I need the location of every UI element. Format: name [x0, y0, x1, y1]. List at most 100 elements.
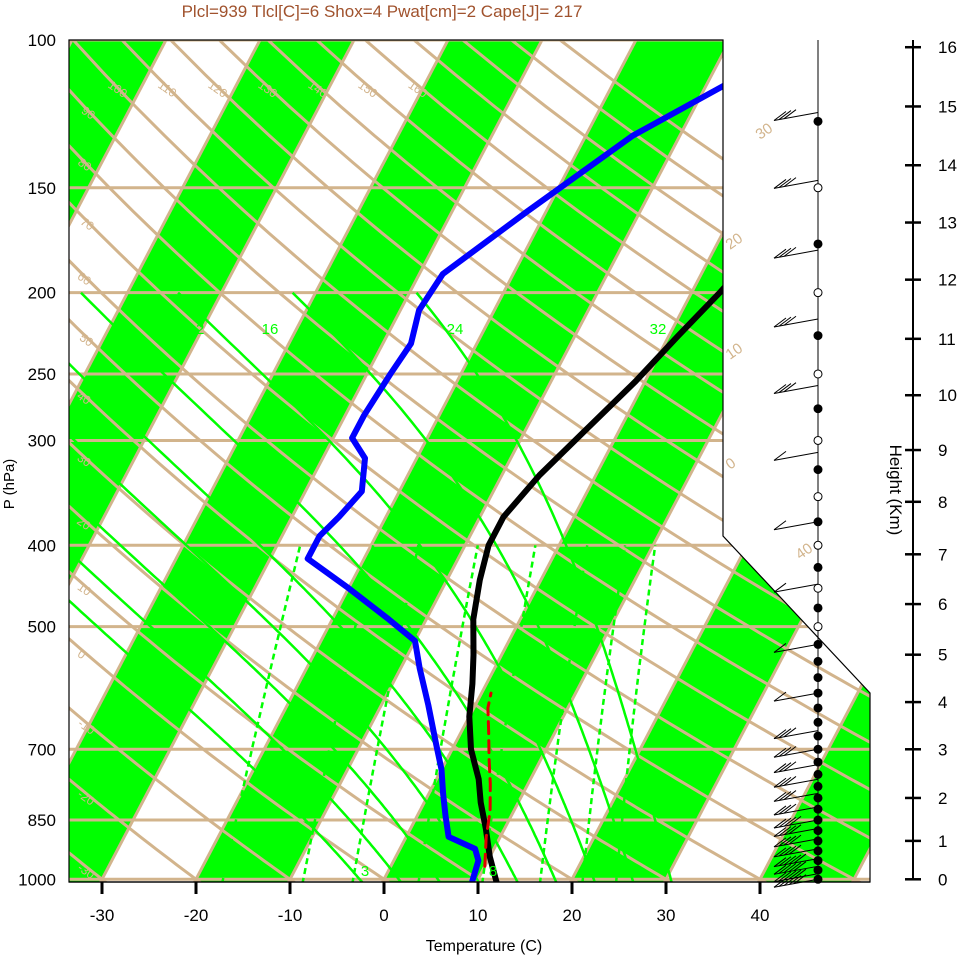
isotherm [69, 40, 272, 882]
wind-barb-shaft [773, 451, 819, 461]
moist-adiabat [69, 291, 451, 882]
height-tick-label: 15 [938, 97, 957, 116]
moist-adiabat [69, 291, 527, 882]
wind-barb-shaft [773, 838, 819, 848]
wind-barb-feather [778, 836, 792, 847]
wind-barb-feather [773, 582, 787, 593]
mixing-ratio-label: 12 [188, 321, 205, 338]
wind-level-dot [813, 583, 823, 593]
height-axis-label: Height (Km) [886, 445, 905, 536]
wind-barb-shaft [773, 111, 819, 121]
wind-barb [773, 643, 819, 653]
mixing-ratio-label: 16 [262, 321, 279, 338]
wind-barb-shaft [773, 318, 819, 328]
wind-barb [773, 815, 819, 829]
height-tick-label: 13 [938, 214, 957, 233]
x-tick-label: 0 [379, 906, 388, 925]
x-tick-label: -10 [278, 906, 303, 925]
wind-barb-shaft [773, 748, 819, 758]
dewpoint-trace [304, 78, 735, 882]
wind-barb-feather [783, 246, 797, 257]
wind-barb-shaft [773, 384, 819, 394]
y-axis-label: P (hPa) [1, 459, 18, 510]
wind-barb-feather [773, 827, 787, 837]
wind-level-dot [813, 856, 823, 866]
wind-barb-feather [778, 791, 792, 801]
wind-barb-feather [773, 691, 787, 702]
dry-adiabat [69, 40, 221, 882]
wind-barb-shaft [773, 730, 819, 740]
wind-barb-feather [773, 317, 787, 328]
mixing-ratio-line [580, 545, 627, 882]
pressure-tick-500: 500 [28, 618, 56, 637]
wind-barb-feather [773, 111, 787, 121]
height-tick-label: 5 [938, 646, 947, 665]
wind-barb-feather [773, 248, 787, 259]
dry-adiabat-label: 120 [205, 78, 230, 101]
height-tick-label: 10 [938, 386, 957, 405]
pressure-tick-150: 150 [28, 179, 56, 198]
wind-barb-feather [783, 870, 797, 881]
height-tick-label: 6 [938, 595, 947, 614]
wind-level-dot [813, 781, 823, 791]
wind-barb-feather [788, 824, 802, 835]
moist-adiabat-label: 40 [793, 540, 816, 563]
mixing-ratio-line [349, 545, 420, 882]
wind-barb-feather [783, 816, 797, 827]
wind-barb-feather [783, 746, 797, 756]
isotherm [91, 40, 554, 882]
wind-barb-feather [793, 868, 807, 879]
x-tick-label: -20 [184, 906, 209, 925]
height-tick-label: 8 [938, 493, 947, 512]
x-tick-label: 30 [657, 906, 676, 925]
moist-adiabat-label: 10 [723, 340, 746, 363]
wind-level-dot [813, 836, 823, 846]
wind-level-dot [813, 769, 823, 779]
pressure-tick-100: 100 [28, 31, 56, 50]
wind-barb-feather [783, 109, 797, 120]
wind-barb-feather [783, 761, 797, 772]
pressure-tick-300: 300 [28, 431, 56, 450]
wind-level-dot [813, 793, 823, 803]
wind-barb [773, 450, 819, 461]
dry-adiabat-label: 10 [75, 580, 94, 599]
wind-level-dot [813, 622, 823, 632]
wind-barb-feather [793, 861, 807, 872]
mixing-ratio-line [537, 545, 589, 882]
wind-barb-shaft [773, 583, 819, 593]
wind-level-dot [813, 826, 823, 836]
wind-level-dot [813, 846, 823, 856]
moist-adiabat [80, 291, 564, 882]
height-tick-label: 0 [938, 870, 947, 889]
wind-barb-feather [788, 815, 802, 826]
isotherm [279, 40, 742, 882]
dry-adiabat-label: 70 [78, 214, 97, 233]
wind-barb-feather [778, 864, 792, 874]
wind-barb [773, 246, 819, 259]
wind-barb-shaft [773, 249, 819, 259]
dry-adiabat-label: 60 [75, 269, 94, 288]
height-tick-label: 9 [938, 441, 947, 460]
wind-barb-feather [788, 854, 802, 865]
wind-barb [773, 746, 819, 758]
wind-barb-feather [778, 826, 792, 837]
wind-barb [773, 844, 819, 858]
wind-barb-feather [773, 847, 787, 858]
wind-barb-feather [778, 817, 792, 828]
wind-barb-shaft [773, 692, 819, 702]
moist-adiabat [69, 291, 414, 882]
wind-barb [773, 861, 819, 875]
wind-barb-feather [783, 863, 797, 873]
moist-adiabat [177, 291, 602, 882]
pressure-tick-200: 200 [28, 284, 56, 303]
chart-title: Plcl=939 Tlcl[C]=6 Shox=4 Pwat[cm]=2 Cap… [182, 2, 583, 21]
height-tick-label: 11 [938, 330, 956, 349]
wind-barb-feather [773, 747, 787, 758]
wind-barb [773, 382, 819, 394]
wind-barb [773, 824, 819, 838]
wind-level-dot [813, 731, 823, 741]
wind-barb-feather [773, 818, 787, 829]
moist-adiabat-label: 0 [723, 455, 740, 474]
